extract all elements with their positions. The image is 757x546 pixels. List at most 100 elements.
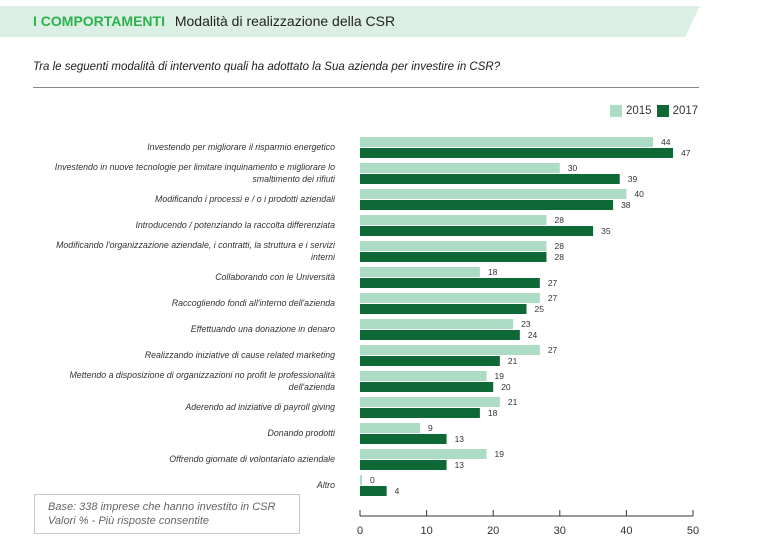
data-label-2015: 28 — [554, 215, 564, 225]
data-label-2015: 40 — [634, 189, 644, 199]
data-label-2015: 27 — [548, 345, 558, 355]
category-label-line: interni — [311, 251, 335, 262]
category-label: Mettendo a disposizione di organizzazion… — [5, 369, 335, 393]
legend-label-2017: 2017 — [672, 105, 699, 117]
data-label-2015: 21 — [508, 397, 518, 407]
bar-2017 — [360, 200, 614, 210]
data-label-2017: 21 — [508, 356, 518, 366]
category-label: Introducendo / potenziando la raccolta d… — [5, 219, 335, 231]
category-label-line: Aderendo ad iniziative di payroll giving — [185, 401, 335, 412]
category-label-line: Effettuando una donazione in denaro — [190, 323, 335, 334]
bar-2017 — [360, 382, 494, 392]
data-label-2017: 47 — [681, 148, 691, 158]
base-note: Base: 338 imprese che hanno investito in… — [34, 494, 300, 534]
bar-2015 — [360, 163, 560, 173]
category-label-line: Collaborando con le Università — [215, 271, 335, 282]
category-label-line: Realizzando iniziative di cause related … — [144, 349, 335, 360]
bar-2015 — [360, 267, 480, 277]
category-label: Realizzando iniziative di cause related … — [5, 349, 335, 361]
x-tick-label: 40 — [620, 525, 632, 537]
bar-2017 — [360, 278, 540, 288]
data-label-2017: 13 — [455, 460, 465, 470]
x-tick-label: 0 — [357, 525, 363, 537]
category-label-line: Modificando l'organizzazione aziendale, … — [56, 239, 335, 250]
header: I COMPORTAMENTI Modalità di realizzazion… — [33, 13, 395, 29]
category-label-line: Investendo in nuove tecnologie per limit… — [54, 161, 335, 172]
bar-2017 — [360, 226, 594, 236]
category-label-line: smaltimento dei rifiuti — [252, 173, 335, 184]
x-tick-label: 20 — [487, 525, 499, 537]
bar-2015 — [360, 423, 420, 433]
bar-2015 — [360, 345, 540, 355]
data-label-2015: 44 — [661, 137, 671, 147]
data-label-2017: 4 — [395, 486, 400, 496]
data-label-2017: 27 — [548, 278, 558, 288]
bar-2015 — [360, 475, 362, 485]
data-label-2015: 30 — [568, 163, 578, 173]
x-tick-label: 50 — [687, 525, 699, 537]
bar-2015 — [360, 319, 514, 329]
bar-2015 — [360, 371, 487, 381]
category-label-line: Altro — [316, 479, 335, 490]
data-label-2015: 27 — [548, 293, 558, 303]
legend-item-2017: 2017 — [656, 105, 699, 117]
bar-2017 — [360, 434, 447, 444]
bar-2017 — [360, 408, 480, 418]
data-label-2017: 13 — [455, 434, 465, 444]
data-label-2015: 9 — [428, 423, 433, 433]
category-label-line: dell'azienda — [288, 381, 335, 392]
category-label: Investendo per migliorare il risparmio e… — [5, 141, 335, 153]
category-label: Donando prodotti — [5, 427, 336, 439]
data-label-2015: 19 — [495, 449, 505, 459]
category-label-line: Modificando i processi e / o i prodotti … — [155, 193, 335, 204]
bar-2017 — [360, 174, 620, 184]
x-tick-label: 10 — [420, 525, 432, 537]
category-label: Altro — [5, 479, 335, 491]
note-line-1: Base: 338 imprese che hanno investito in… — [48, 501, 276, 513]
category-label: Effettuando una donazione in denaro — [5, 323, 335, 335]
legend-swatch-2015 — [610, 105, 622, 117]
category-label: Modificando i processi e / o i prodotti … — [5, 193, 335, 205]
divider — [33, 87, 699, 88]
category-label: Offrendo giornate di volontariato aziend… — [5, 453, 335, 465]
data-label-2017: 28 — [554, 252, 564, 262]
data-label-2017: 24 — [528, 330, 538, 340]
data-label-2015: 19 — [495, 371, 505, 381]
bar-2015 — [360, 449, 487, 459]
chart-question: Tra le seguenti modalità di intervento q… — [33, 61, 501, 73]
category-label-line: Introducendo / potenziando la raccolta d… — [135, 219, 335, 230]
bar-2017 — [360, 330, 520, 340]
data-label-2017: 18 — [488, 408, 498, 418]
legend: 2015 2017 — [610, 105, 703, 117]
bar-2017 — [360, 252, 547, 262]
data-label-2017: 20 — [501, 382, 511, 392]
data-label-2015: 0 — [370, 475, 375, 485]
category-label: Investendo in nuove tecnologie per limit… — [5, 161, 335, 185]
bar-2015 — [360, 215, 547, 225]
data-label-2015: 28 — [554, 241, 564, 251]
x-tick-label: 30 — [554, 525, 566, 537]
data-label-2015: 18 — [488, 267, 498, 277]
category-label: Modificando l'organizzazione aziendale, … — [5, 239, 335, 263]
data-label-2017: 35 — [601, 226, 611, 236]
category-label: Raccogliendo fondi all'interno dell'azie… — [5, 297, 335, 309]
bar-2017 — [360, 460, 447, 470]
category-label-line: Mettendo a disposizione di organizzazion… — [69, 369, 335, 380]
data-label-2017: 38 — [621, 200, 631, 210]
bar-2015 — [360, 397, 500, 407]
bar-2017 — [360, 486, 387, 496]
category-label: Collaborando con le Università — [5, 271, 335, 283]
bar-2015 — [360, 293, 540, 303]
legend-item-2015: 2015 — [610, 105, 652, 117]
category-label-line: Investendo per migliorare il risparmio e… — [147, 141, 335, 152]
bar-2015 — [360, 137, 654, 147]
data-label-2017: 39 — [628, 174, 638, 184]
note-line-2: Valori % - Più risposte consentite — [48, 515, 209, 527]
category-label-line: Offrendo giornate di volontariato aziend… — [169, 453, 335, 464]
legend-swatch-2017 — [656, 105, 669, 117]
bar-2017 — [360, 356, 500, 366]
data-label-2017: 25 — [535, 304, 545, 314]
page-title: Modalità di realizzazione della CSR — [174, 13, 396, 29]
legend-label-2015: 2015 — [626, 105, 652, 117]
